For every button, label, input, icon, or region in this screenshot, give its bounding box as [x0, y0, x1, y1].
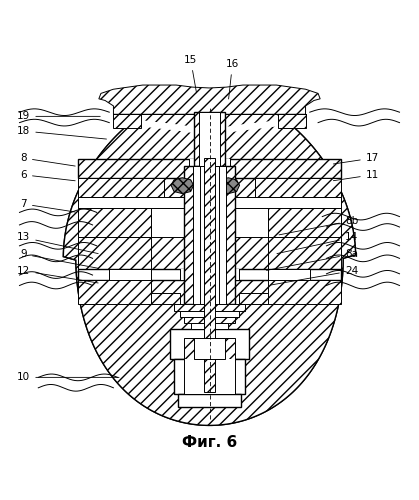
- Bar: [78, 238, 151, 269]
- Polygon shape: [114, 114, 305, 134]
- Text: 24: 24: [271, 266, 358, 285]
- Text: 12: 12: [17, 266, 98, 283]
- Bar: [268, 238, 341, 269]
- Text: 16: 16: [226, 59, 239, 99]
- Polygon shape: [171, 178, 194, 194]
- Text: 11: 11: [334, 170, 379, 180]
- Bar: [200, 166, 219, 304]
- Bar: [268, 208, 341, 238]
- Bar: [151, 292, 180, 304]
- Text: 15: 15: [184, 55, 197, 92]
- Polygon shape: [217, 178, 240, 194]
- Text: 14: 14: [277, 232, 358, 254]
- Text: 6: 6: [21, 170, 75, 181]
- Bar: [78, 269, 341, 280]
- Text: 17: 17: [334, 153, 379, 164]
- Bar: [194, 112, 225, 166]
- Bar: [109, 269, 151, 280]
- Bar: [204, 158, 215, 392]
- Text: 8: 8: [21, 153, 75, 166]
- Bar: [174, 304, 245, 310]
- Polygon shape: [63, 92, 356, 425]
- Bar: [180, 310, 239, 317]
- Bar: [189, 160, 230, 178]
- Bar: [268, 269, 310, 280]
- Text: 8b: 8b: [279, 216, 358, 235]
- Bar: [193, 166, 226, 304]
- Bar: [199, 112, 220, 166]
- Text: 19: 19: [17, 112, 100, 122]
- Text: 18: 18: [17, 126, 106, 139]
- Bar: [268, 280, 341, 304]
- Bar: [78, 160, 341, 178]
- Bar: [170, 330, 249, 358]
- Bar: [78, 208, 151, 238]
- Text: 10: 10: [17, 372, 119, 382]
- Bar: [194, 338, 225, 358]
- Bar: [151, 208, 184, 238]
- Bar: [78, 196, 341, 208]
- Bar: [178, 394, 241, 406]
- Bar: [239, 292, 268, 304]
- Bar: [78, 280, 151, 304]
- Bar: [180, 269, 239, 280]
- Bar: [184, 166, 235, 304]
- Bar: [78, 178, 163, 197]
- Bar: [287, 196, 341, 204]
- Text: 13: 13: [17, 232, 98, 254]
- Bar: [184, 338, 235, 358]
- Bar: [114, 114, 141, 128]
- Bar: [174, 358, 245, 394]
- Bar: [235, 208, 268, 238]
- Text: 8a: 8a: [266, 249, 358, 270]
- Bar: [78, 196, 132, 204]
- Bar: [184, 358, 235, 394]
- Text: 7: 7: [21, 199, 75, 212]
- Polygon shape: [99, 85, 320, 114]
- Bar: [278, 114, 305, 128]
- Bar: [256, 178, 341, 197]
- Text: Фиг. 6: Фиг. 6: [182, 434, 237, 450]
- Polygon shape: [63, 92, 356, 425]
- Bar: [184, 317, 235, 323]
- Bar: [191, 323, 228, 330]
- Text: 9: 9: [21, 249, 98, 268]
